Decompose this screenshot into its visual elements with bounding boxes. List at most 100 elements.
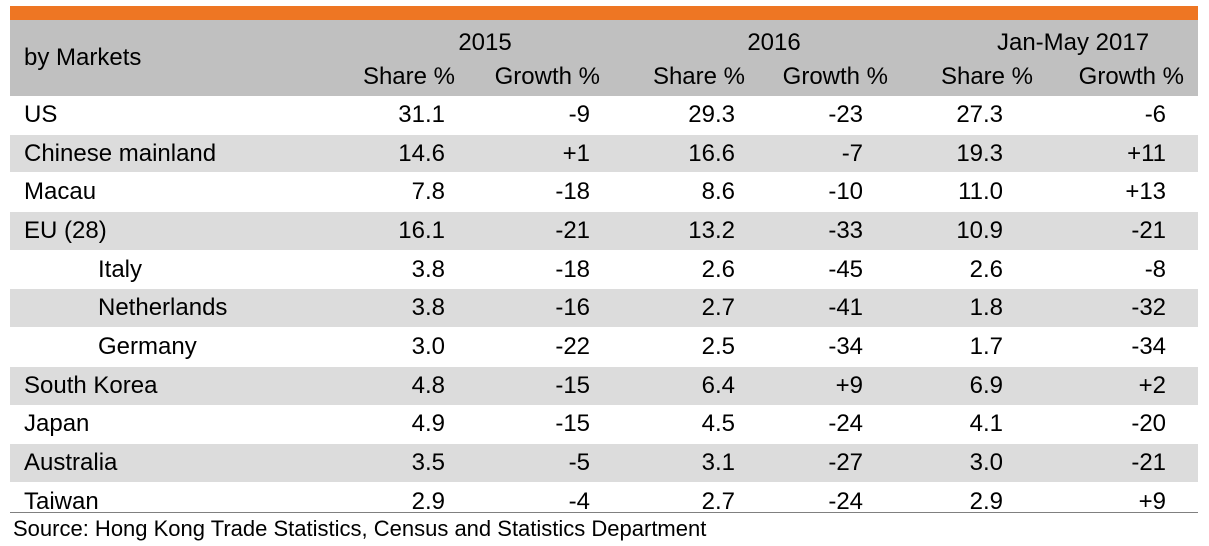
growth-value: -24 (745, 405, 889, 445)
column-header: Share % (600, 57, 746, 96)
share-value: 3.1 (600, 443, 746, 483)
growth-value: -24 (745, 482, 889, 522)
market-share-table: by Markets 2015 2016 Jan-May 2017 Share … (10, 20, 1199, 522)
growth-value: -41 (745, 288, 889, 329)
market-share-table-panel: by Markets 2015 2016 Jan-May 2017 Share … (10, 6, 1199, 522)
share-value: 3.8 (310, 250, 455, 290)
growth-value: -33 (745, 211, 889, 251)
column-header: Share % (888, 57, 1034, 96)
table-row: Germany 3.0 -22 2.5 -34 1.7 -34 (10, 327, 1199, 367)
growth-value: +9 (745, 366, 889, 406)
share-value: 4.9 (310, 405, 455, 445)
corner-label: by Markets (10, 20, 310, 96)
growth-value: +1 (455, 134, 601, 174)
share-value: 16.6 (600, 134, 746, 174)
growth-value: -20 (1033, 405, 1199, 445)
growth-value: -18 (455, 250, 601, 290)
market-name: Taiwan (10, 482, 310, 522)
header-row-years: by Markets 2015 2016 Jan-May 2017 (10, 20, 1199, 96)
market-name: Chinese mainland (10, 134, 310, 174)
share-value: 27.3 (888, 96, 1034, 135)
share-value: 4.1 (888, 405, 1034, 445)
market-name: Italy (10, 250, 310, 290)
growth-value: +13 (1033, 172, 1199, 213)
accent-bar (10, 6, 1198, 20)
share-value: 14.6 (310, 134, 455, 174)
year-header: 2016 (600, 20, 889, 57)
growth-value: -32 (1033, 288, 1199, 329)
share-value: 31.1 (310, 96, 455, 135)
table-row: US 31.1 -9 29.3 -23 27.3 -6 (10, 96, 1199, 135)
column-header: Share % (310, 57, 455, 96)
share-value: 3.0 (310, 327, 455, 367)
market-name: South Korea (10, 366, 310, 406)
table-row: Australia 3.5 -5 3.1 -27 3.0 -21 (10, 443, 1199, 483)
growth-value: -5 (455, 443, 601, 483)
share-value: 2.7 (600, 482, 746, 522)
market-name: Australia (10, 443, 310, 483)
growth-value: -21 (1033, 211, 1199, 251)
market-name: Germany (10, 327, 310, 367)
growth-value: -16 (455, 288, 601, 329)
share-value: 8.6 (600, 172, 746, 213)
share-value: 1.7 (888, 327, 1034, 367)
column-header: Growth % (1033, 57, 1199, 96)
share-value: 13.2 (600, 211, 746, 251)
growth-value: -21 (455, 211, 601, 251)
growth-value: -4 (455, 482, 601, 522)
table-row: South Korea 4.8 -15 6.4 +9 6.9 +2 (10, 366, 1199, 406)
column-header: Growth % (745, 57, 889, 96)
table-row: Italy 3.8 -18 2.6 -45 2.6 -8 (10, 250, 1199, 290)
share-value: 16.1 (310, 211, 455, 251)
growth-value: -7 (745, 134, 889, 174)
growth-value: +9 (1033, 482, 1199, 522)
growth-value: -6 (1033, 96, 1199, 135)
growth-value: -23 (745, 96, 889, 135)
growth-value: -18 (455, 172, 601, 213)
share-value: 3.0 (888, 443, 1034, 483)
share-value: 6.9 (888, 366, 1034, 406)
growth-value: -34 (745, 327, 889, 367)
table-row: Taiwan 2.9 -4 2.7 -24 2.9 +9 (10, 482, 1199, 522)
share-value: 29.3 (600, 96, 746, 135)
market-name: Macau (10, 172, 310, 213)
header-row-measures: Share % Growth % Share % Growth % Share … (10, 57, 1199, 96)
year-header: Jan-May 2017 (888, 20, 1199, 57)
share-value: 2.5 (600, 327, 746, 367)
table-row: Macau 7.8 -18 8.6 -10 11.0 +13 (10, 172, 1199, 213)
growth-value: -22 (455, 327, 601, 367)
growth-value: -15 (455, 405, 601, 445)
share-value: 11.0 (888, 172, 1034, 213)
growth-value: -15 (455, 366, 601, 406)
share-value: 2.6 (888, 250, 1034, 290)
bottom-rule (10, 512, 1198, 513)
share-value: 4.8 (310, 366, 455, 406)
growth-value: -27 (745, 443, 889, 483)
year-header: 2015 (310, 20, 601, 57)
share-value: 10.9 (888, 211, 1034, 251)
growth-value: +2 (1033, 366, 1199, 406)
growth-value: -21 (1033, 443, 1199, 483)
share-value: 2.9 (310, 482, 455, 522)
table-row: Chinese mainland 14.6 +1 16.6 -7 19.3 +11 (10, 134, 1199, 174)
share-value: 7.8 (310, 172, 455, 213)
share-value: 6.4 (600, 366, 746, 406)
share-value: 4.5 (600, 405, 746, 445)
column-header: Growth % (455, 57, 601, 96)
growth-value: -45 (745, 250, 889, 290)
share-value: 3.8 (310, 288, 455, 329)
table-body: by Markets 2015 2016 Jan-May 2017 Share … (10, 20, 1199, 522)
market-name: US (10, 96, 310, 135)
market-name: EU (28) (10, 211, 310, 251)
share-value: 2.7 (600, 288, 746, 329)
share-value: 1.8 (888, 288, 1034, 329)
growth-value: -10 (745, 172, 889, 213)
market-name: Netherlands (10, 288, 310, 329)
market-name: Japan (10, 405, 310, 445)
share-value: 2.6 (600, 250, 746, 290)
share-value: 2.9 (888, 482, 1034, 522)
growth-value: +11 (1033, 134, 1199, 174)
growth-value: -34 (1033, 327, 1199, 367)
source-note: Source: Hong Kong Trade Statistics, Cens… (13, 516, 707, 541)
table-row: Netherlands 3.8 -16 2.7 -41 1.8 -32 (10, 288, 1199, 329)
